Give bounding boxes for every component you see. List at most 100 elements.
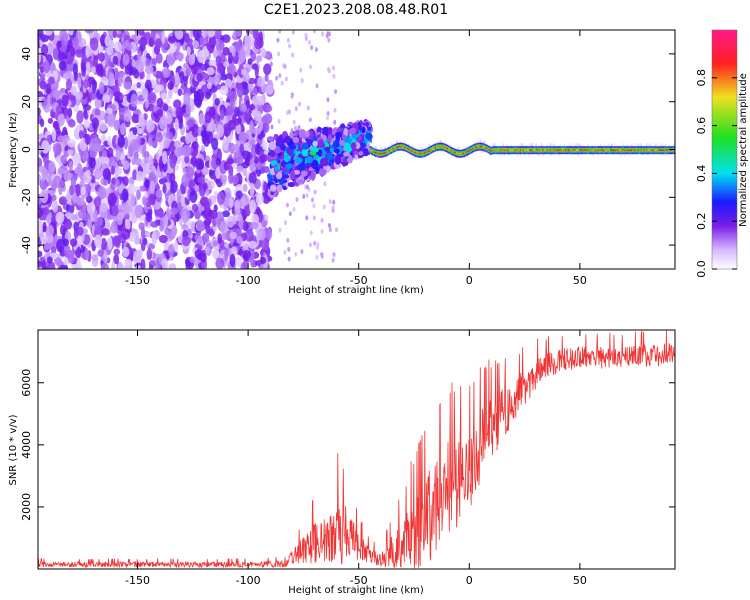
spectrogram-cell: [604, 143, 607, 147]
spectrogram-cell: [434, 150, 437, 154]
spectrogram-cell: [339, 139, 346, 147]
colorbar: 0.00.20.40.60.8 Normalized spectral ampl…: [695, 29, 749, 278]
spectrogram-cell: [452, 146, 454, 150]
spectrogram-cell: [522, 146, 524, 150]
spectrogram-cell: [547, 152, 550, 156]
spectrogram-cell: [405, 150, 408, 154]
spectrogram-cell: [313, 240, 317, 246]
spectrogram-cell: [148, 37, 155, 47]
spectrogram-cell: [420, 151, 422, 155]
spectrogram-cell: [401, 141, 404, 145]
spectrogram-cell: [633, 152, 636, 156]
spectrogram-cell: [396, 146, 398, 150]
spectrogram-cell: [416, 154, 418, 158]
spectrogram-cell: [655, 143, 657, 147]
spectrogram-cell: [420, 153, 422, 157]
spectrogram-cell: [320, 253, 324, 259]
spectrogram-cell: [542, 148, 544, 151]
spectrogram-cell: [471, 143, 474, 147]
spectrogram-cell: [586, 149, 588, 153]
spectrogram-cell: [375, 150, 377, 154]
spectrogram-cell: [438, 147, 441, 151]
spectrogram-cell: [527, 151, 530, 155]
spectrogram-cell: [503, 143, 506, 147]
spectrogram-cell: [499, 144, 502, 148]
spectrogram-cell: [334, 227, 338, 233]
spectrogram-cell: [551, 144, 554, 148]
spectrogram-cell: [672, 143, 674, 147]
spectrogram-cell: [131, 58, 136, 68]
spectrogram-cell: [396, 148, 398, 152]
spectrogram-cell: [652, 151, 654, 155]
spectrogram-cell: [404, 146, 406, 150]
spectrogram-cell: [228, 90, 238, 102]
spectrogram-cell: [536, 152, 539, 156]
spectrogram-cell: [409, 147, 412, 151]
spectrogram-cell: [648, 151, 651, 155]
spectrogram-cell: [568, 148, 571, 151]
spectrogram-cell: [542, 144, 544, 148]
spectrogram-cell: [412, 152, 414, 156]
spectrogram-cell: [261, 165, 270, 174]
spectrogram-cell: [617, 149, 620, 153]
spectrogram-cell: [433, 141, 436, 145]
spectrogram-cell: [641, 143, 644, 147]
spectrogram-cell: [588, 149, 591, 153]
spectrogram-cell: [543, 144, 546, 148]
spectrogram-cell: [180, 194, 185, 208]
spectrogram-cell: [546, 144, 548, 148]
spectrogram-cell: [657, 148, 660, 151]
spectrogram-cell: [384, 149, 386, 153]
spectrogram-cell: [669, 144, 672, 148]
spectrogram-cell: [596, 146, 599, 150]
spectrogram-cell: [65, 78, 72, 91]
spectrogram-cell: [588, 146, 591, 150]
spectrogram-cell: [502, 148, 505, 151]
spectrogram-cell: [448, 152, 450, 156]
spectrogram-cell: [401, 147, 404, 151]
spectrogram-cell: [376, 149, 378, 153]
spectrogram-cell: [169, 207, 179, 215]
spectrogram-cell: [605, 143, 608, 147]
spectrogram-cell: [624, 143, 627, 147]
spectrogram-cell: [534, 148, 536, 151]
spectrogram-cell: [619, 144, 621, 148]
spectrogram-cell: [327, 127, 333, 134]
spectrogram-cell: [457, 148, 459, 152]
spectrogram-cell: [255, 55, 263, 63]
spectrogram-cell: [413, 148, 416, 152]
spectrogram-cell: [602, 148, 604, 151]
x-tick-label: -100: [236, 574, 261, 587]
spectrogram-cell: [392, 141, 394, 145]
spectrogram-cell: [572, 148, 575, 151]
spectrogram-cell: [429, 151, 432, 155]
spectrogram-cell: [473, 145, 475, 149]
spectrogram-cell: [647, 148, 649, 151]
spectrogram-cell: [371, 143, 373, 147]
spectrogram-cell: [590, 148, 592, 151]
spectrogram-cell: [605, 152, 608, 156]
spectrogram-cell: [562, 149, 564, 153]
spectrogram-cell: [564, 152, 567, 156]
spectrogram-cell: [547, 149, 550, 153]
spectrogram-cell: [644, 144, 647, 148]
spectrogram-cell: [641, 149, 644, 153]
spectrogram-cell: [479, 141, 482, 145]
spectrogram-cell: [309, 64, 313, 70]
spectrogram-cell: [460, 156, 462, 160]
spectrogram-cell: [478, 142, 481, 146]
spectrogram-cell: [590, 146, 592, 150]
spectrogram-cell: [119, 122, 127, 136]
spectrogram-cell: [603, 149, 605, 153]
spectrogram-cell: [511, 146, 514, 150]
spectrogram-cell: [495, 152, 498, 156]
spectrogram-cell: [383, 155, 385, 159]
spectrogram-cell: [649, 149, 652, 153]
spectrogram-cell: [669, 149, 672, 153]
spectrogram-cell: [93, 234, 103, 248]
spectrogram-cell: [640, 146, 643, 150]
spectrogram-cell: [499, 143, 502, 147]
spectrogram-cell: [510, 152, 512, 156]
spectrogram-cell: [389, 152, 392, 156]
spectrogram-cell: [247, 58, 253, 65]
